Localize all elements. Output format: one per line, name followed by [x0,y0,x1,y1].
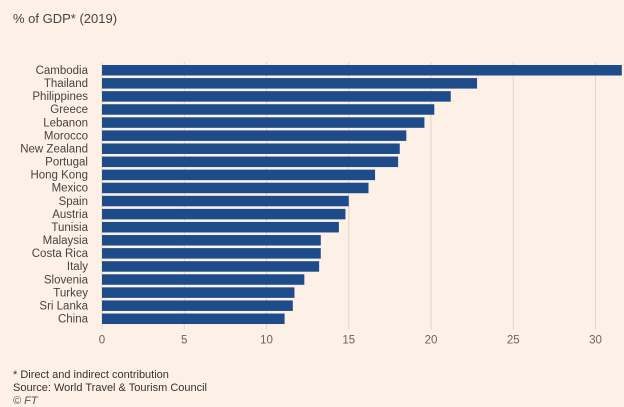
category-label: Spain [59,196,88,208]
category-label: Cambodia [36,65,89,77]
category-label: Slovenia [44,274,89,286]
y-axis-labels: CambodiaThailandPhilippinesGreeceLebanon… [20,65,88,326]
x-tick-label: 30 [589,335,602,347]
bar-slovenia [102,274,305,285]
category-label: Tunisia [51,222,88,234]
bar-hong-kong [102,169,376,181]
bar-tunisia [102,221,339,233]
bar-cambodia [102,65,622,76]
x-tick-label: 0 [99,335,105,347]
bar-morocco [102,130,407,141]
category-label: Hong Kong [30,170,88,182]
category-label: Thailand [44,78,88,90]
x-axis-ticks: 0 5 10 15 20 25 30 [99,335,602,347]
category-label: Malaysia [43,235,89,247]
bar-mexico [102,182,369,194]
chart-subtitle: % of GDP* (2019) [13,11,118,26]
category-label: Turkey [53,287,88,299]
x-tick-label: 5 [181,335,187,347]
category-label: Greece [50,104,88,116]
category-label: China [58,314,89,326]
category-label: New Zealand [20,143,88,155]
x-tick-label: 10 [260,335,273,347]
bar-sri-lanka [102,300,293,311]
category-label: Philippines [32,91,88,103]
bar-spain [102,195,349,207]
category-label: Portugal [45,157,88,169]
source-note: Source: World Travel & Tourism Council [13,382,207,394]
bar-costa-rica [102,248,321,259]
bar-portugal [102,156,399,168]
bar-malaysia [102,235,321,246]
x-tick-label: 25 [507,335,520,347]
category-label: Lebanon [43,117,88,129]
credit: © FT [13,395,38,407]
bar-china [102,313,285,325]
bars [102,65,622,325]
category-label: Morocco [44,130,88,142]
bar-austria [102,208,346,220]
category-label: Italy [67,261,88,273]
x-tick-label: 20 [425,335,438,347]
category-label: Sri Lanka [39,300,88,312]
bar-lebanon [102,117,425,128]
bar-new-zealand [102,143,400,154]
category-label: Mexico [52,183,88,195]
bar-greece [102,104,435,115]
category-label: Costa Rica [32,248,89,260]
bar-philippines [102,91,451,102]
category-label: Austria [52,209,88,221]
bar-chart: CambodiaThailandPhilippinesGreeceLebanon… [20,62,622,347]
bar-italy [102,261,320,272]
bar-thailand [102,78,478,89]
x-tick-label: 15 [342,335,355,347]
bar-turkey [102,287,295,298]
footnote: * Direct and indirect contribution [13,369,169,381]
